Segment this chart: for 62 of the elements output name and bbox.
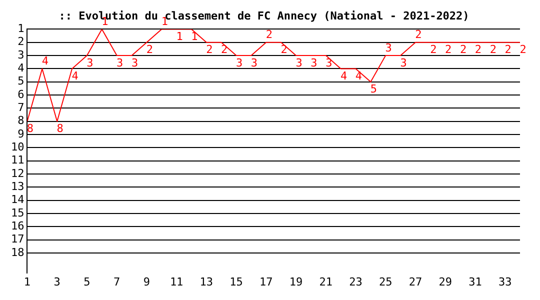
y-tick-label: 4 — [18, 62, 25, 75]
x-tick-label: 19 — [289, 275, 303, 288]
y-tick-label: 1 — [18, 22, 24, 36]
data-label: 3 — [310, 56, 318, 70]
data-label: 2 — [266, 28, 272, 42]
data-label: 3 — [400, 56, 407, 70]
y-tick-label: 5 — [18, 74, 24, 88]
x-tick-label: 23 — [349, 275, 362, 288]
x-tick-label: 21 — [319, 275, 333, 288]
data-label: 2 — [415, 28, 422, 42]
data-label: 2 — [146, 43, 154, 56]
data-label: 4 — [72, 70, 79, 83]
x-tick-label: 13 — [200, 275, 214, 288]
x-tick-label: 31 — [468, 275, 482, 288]
y-tick-label: 15 — [10, 206, 24, 220]
data-label: 1 — [176, 30, 183, 44]
y-tick-label: 9 — [18, 127, 24, 140]
data-label: 2 — [504, 43, 512, 56]
y-tick-label: 18 — [10, 246, 24, 259]
x-tick-label: 17 — [260, 275, 273, 288]
data-label: 3 — [116, 56, 124, 70]
y-tick-label: 16 — [10, 220, 24, 233]
x-tick-label: 27 — [408, 275, 422, 288]
data-label: 3 — [250, 56, 258, 70]
x-tick-label: 15 — [230, 275, 243, 288]
data-label: 2 — [490, 43, 496, 56]
data-label: 5 — [370, 82, 377, 96]
data-label: 4 — [42, 54, 49, 68]
x-tick-label: 7 — [114, 275, 120, 288]
x-tick-label: 11 — [170, 275, 184, 288]
y-tick-label: 2 — [18, 35, 24, 48]
y-tick-label: 10 — [10, 140, 24, 154]
x-tick-label: 5 — [84, 275, 90, 288]
x-tick-label: 25 — [378, 275, 392, 288]
y-tick-label: 8 — [18, 114, 24, 128]
data-label: 8 — [56, 122, 64, 136]
y-tick-label: 6 — [18, 88, 24, 101]
data-label: 4 — [355, 70, 362, 83]
data-label: 3 — [131, 56, 138, 70]
y-tick-label: 13 — [10, 180, 24, 194]
data-label: 2 — [445, 43, 452, 56]
x-tick-label: 33 — [498, 275, 512, 288]
data-label: 2 — [430, 43, 437, 56]
data-label: 3 — [86, 56, 94, 70]
y-tick-label: 7 — [18, 101, 24, 114]
y-tick-label: 17 — [10, 232, 24, 246]
data-label: 2 — [206, 43, 213, 56]
y-tick-label: 11 — [10, 154, 24, 167]
x-tick-label: 29 — [438, 275, 452, 288]
data-label: 4 — [340, 70, 348, 83]
data-label: 2 — [460, 43, 467, 56]
y-tick-label: 14 — [10, 193, 25, 206]
data-label: 3 — [236, 56, 243, 70]
data-label: 2 — [474, 43, 482, 56]
y-tick-label: 12 — [10, 166, 24, 180]
x-tick-label: 9 — [143, 275, 150, 288]
data-label: 3 — [385, 41, 392, 54]
data-label: 8 — [26, 122, 34, 136]
y-tick-label: 3 — [18, 48, 24, 62]
data-label: 3 — [296, 56, 302, 70]
data-label: 2 — [520, 43, 526, 56]
x-tick-label: 3 — [54, 275, 60, 288]
